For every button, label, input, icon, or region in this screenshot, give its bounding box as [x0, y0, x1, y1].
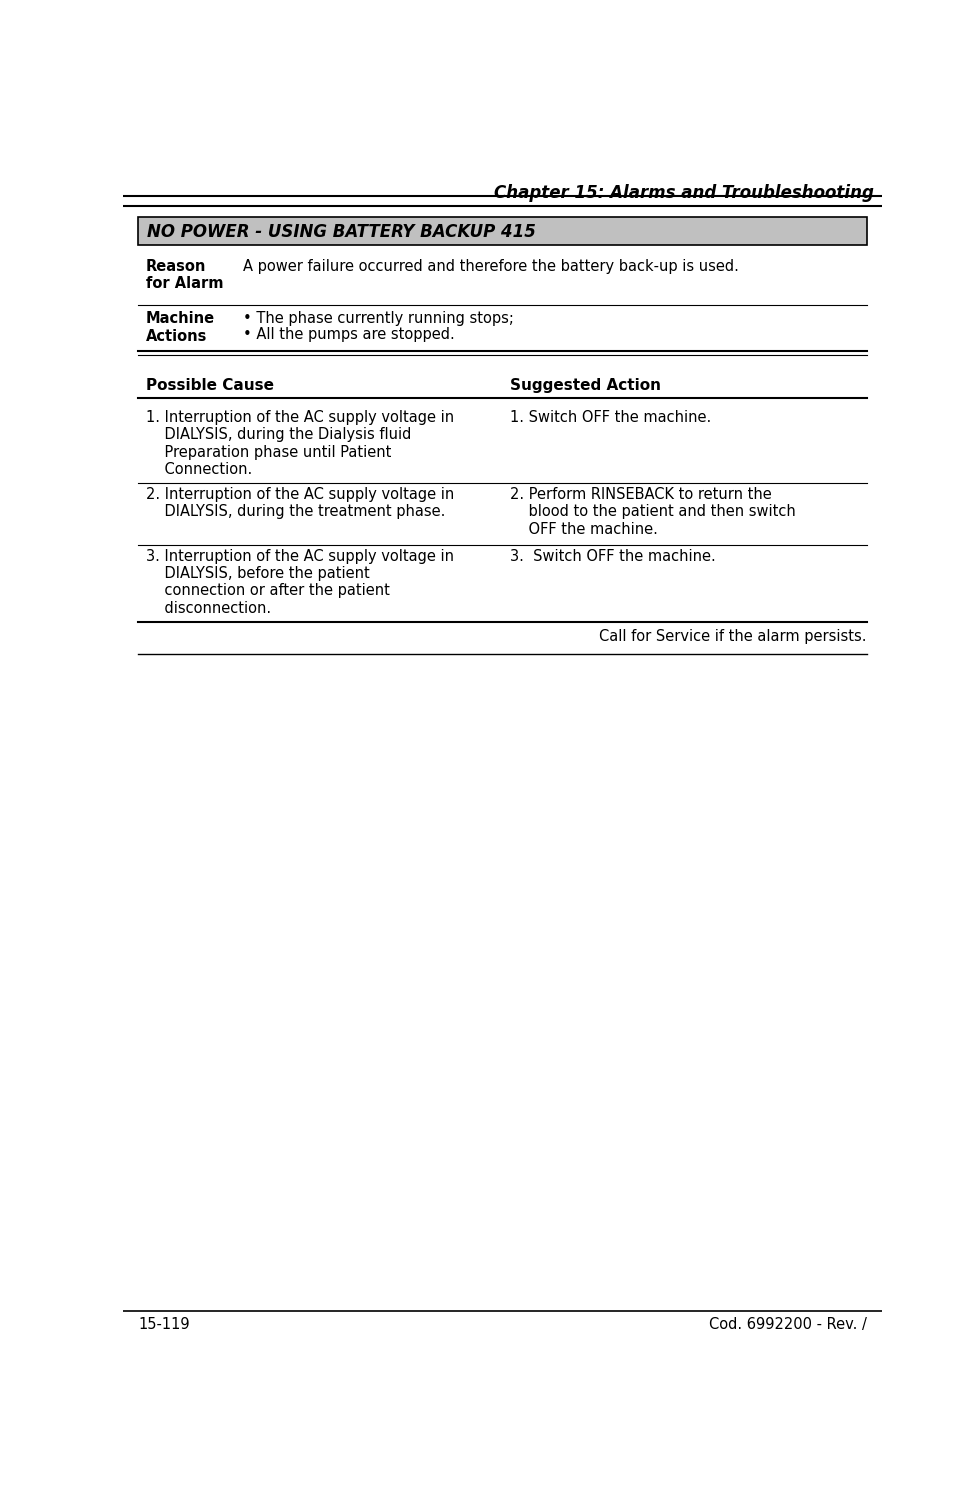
Text: Chapter 15: Alarms and Troubleshooting: Chapter 15: Alarms and Troubleshooting: [494, 183, 874, 202]
Text: 3. Interruption of the AC supply voltage in
    DIALYSIS, before the patient
   : 3. Interruption of the AC supply voltage…: [146, 549, 454, 615]
Text: Reason
for Alarm: Reason for Alarm: [146, 259, 223, 292]
Text: 15-119: 15-119: [138, 1318, 189, 1333]
Text: • The phase currently running stops;: • The phase currently running stops;: [243, 311, 514, 326]
Text: Suggested Action: Suggested Action: [510, 379, 661, 394]
Text: Call for Service if the alarm persists.: Call for Service if the alarm persists.: [599, 629, 866, 644]
Text: 1. Interruption of the AC supply voltage in
    DIALYSIS, during the Dialysis fl: 1. Interruption of the AC supply voltage…: [146, 411, 454, 477]
Text: 2. Perform RINSEBACK to return the
    blood to the patient and then switch
    : 2. Perform RINSEBACK to return the blood…: [510, 487, 796, 537]
Text: Machine
Actions: Machine Actions: [146, 311, 215, 344]
Text: 2. Interruption of the AC supply voltage in
    DIALYSIS, during the treatment p: 2. Interruption of the AC supply voltage…: [146, 487, 454, 519]
Text: Cod. 6992200 - Rev. /: Cod. 6992200 - Rev. /: [709, 1318, 866, 1333]
Text: Possible Cause: Possible Cause: [146, 379, 273, 394]
Text: 1. Switch OFF the machine.: 1. Switch OFF the machine.: [510, 411, 711, 426]
Text: 3.  Switch OFF the machine.: 3. Switch OFF the machine.: [510, 549, 715, 564]
Text: NO POWER - USING BATTERY BACKUP 415: NO POWER - USING BATTERY BACKUP 415: [147, 223, 536, 241]
Text: A power failure occurred and therefore the battery back-up is used.: A power failure occurred and therefore t…: [243, 259, 739, 274]
Bar: [138, 218, 866, 245]
Text: • All the pumps are stopped.: • All the pumps are stopped.: [243, 326, 455, 341]
